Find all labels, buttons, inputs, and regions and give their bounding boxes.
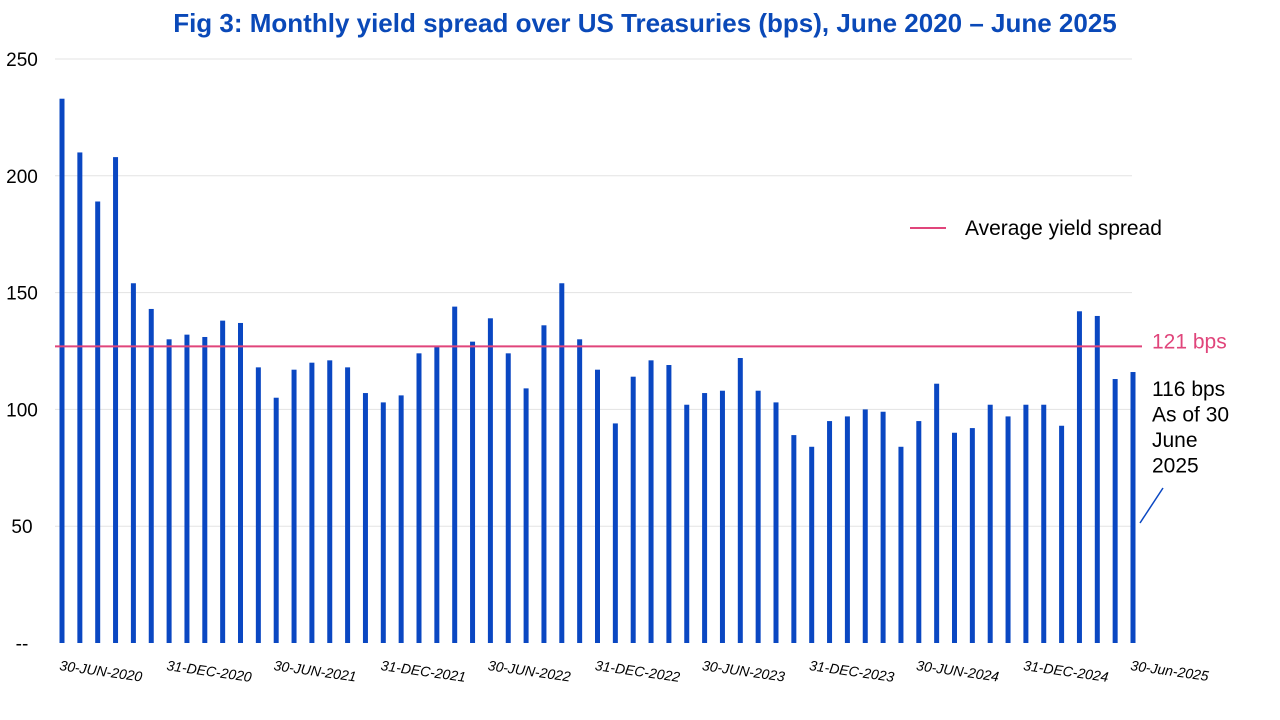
- bar: [291, 369, 297, 643]
- bar: [987, 404, 993, 643]
- y-tick-label: 50: [11, 517, 32, 538]
- bar: [719, 390, 725, 643]
- legend-label: Average yield spread: [965, 217, 1162, 240]
- x-tick-label: 30-Jun-2025: [1130, 657, 1210, 684]
- chart-title: Fig 3: Monthly yield spread over US Trea…: [173, 8, 1117, 38]
- bar: [952, 432, 957, 643]
- bar: [113, 157, 119, 643]
- x-tick-label: 30-JUN-2020: [59, 657, 144, 684]
- bar: [541, 325, 547, 643]
- bar: [630, 376, 636, 643]
- bar: [398, 395, 404, 643]
- bar: [345, 367, 351, 643]
- bar: [362, 393, 368, 643]
- bar: [809, 446, 815, 643]
- annotation-line: June: [1152, 429, 1198, 452]
- bar: [827, 421, 833, 643]
- y-tick-label: 100: [6, 400, 38, 421]
- bar: [969, 428, 975, 643]
- bar: [773, 402, 779, 643]
- bar: [934, 383, 940, 643]
- bar: [559, 283, 565, 643]
- bar: [1041, 404, 1047, 643]
- bar: [523, 388, 529, 643]
- bar: [916, 421, 922, 643]
- x-tick-label: 31-DEC-2023: [808, 657, 895, 685]
- x-tick-label: 30-JUN-2024: [915, 657, 1000, 684]
- bar: [255, 367, 261, 643]
- bar: [684, 404, 690, 643]
- bar: [648, 360, 654, 643]
- bar: [505, 353, 511, 643]
- bar: [1130, 372, 1136, 643]
- x-tick-label: 30-JUN-2022: [487, 657, 572, 684]
- bar: [327, 360, 333, 643]
- bar: [166, 339, 172, 643]
- x-tick-label: 30-JUN-2023: [701, 657, 786, 684]
- average-label: 121 bps: [1152, 330, 1227, 353]
- y-tick-label: --: [16, 634, 29, 655]
- bar: [577, 339, 583, 643]
- bar: [737, 358, 743, 643]
- bar: [220, 320, 226, 643]
- bar: [862, 409, 868, 643]
- bar: [1059, 425, 1065, 643]
- bar: [416, 353, 422, 643]
- bar: [452, 306, 458, 643]
- bar: [1112, 379, 1118, 643]
- bar: [880, 411, 886, 643]
- y-tick-label: 250: [6, 50, 38, 71]
- x-tick-label: 31-DEC-2024: [1022, 657, 1109, 685]
- bar: [309, 362, 315, 643]
- bar: [434, 346, 440, 643]
- x-tick-label: 31-DEC-2020: [166, 657, 253, 685]
- bar: [898, 446, 904, 643]
- y-tick-label: 150: [6, 284, 38, 305]
- annotation-line: As of 30: [1152, 404, 1229, 427]
- bar: [595, 369, 600, 643]
- bar: [77, 152, 83, 643]
- bar: [148, 308, 154, 643]
- x-tick-label: 31-DEC-2022: [594, 657, 681, 685]
- bar: [1094, 315, 1100, 643]
- bar: [1005, 416, 1011, 643]
- x-tick-label: 30-JUN-2021: [273, 657, 358, 684]
- bar: [95, 201, 101, 643]
- bar: [184, 334, 190, 643]
- bar: [1076, 311, 1082, 643]
- bar: [380, 402, 386, 643]
- bar: [470, 341, 476, 643]
- bar: [59, 98, 65, 644]
- annotation-line: 116 bps: [1152, 378, 1225, 401]
- bar: [202, 336, 208, 643]
- y-tick-label: 200: [6, 167, 38, 188]
- bar: [666, 365, 672, 643]
- annotation-line: 2025: [1152, 455, 1199, 478]
- annotation-pointer: [1139, 487, 1164, 524]
- bar: [791, 435, 797, 643]
- bar: [612, 423, 618, 643]
- bar: [273, 397, 279, 643]
- bar: [238, 322, 243, 643]
- bar: [1023, 404, 1029, 643]
- bar: [844, 416, 850, 643]
- bar: [130, 283, 136, 643]
- x-tick-label: 31-DEC-2021: [380, 657, 467, 685]
- bar: [487, 318, 493, 643]
- bar: [755, 390, 761, 643]
- bar: [702, 393, 708, 643]
